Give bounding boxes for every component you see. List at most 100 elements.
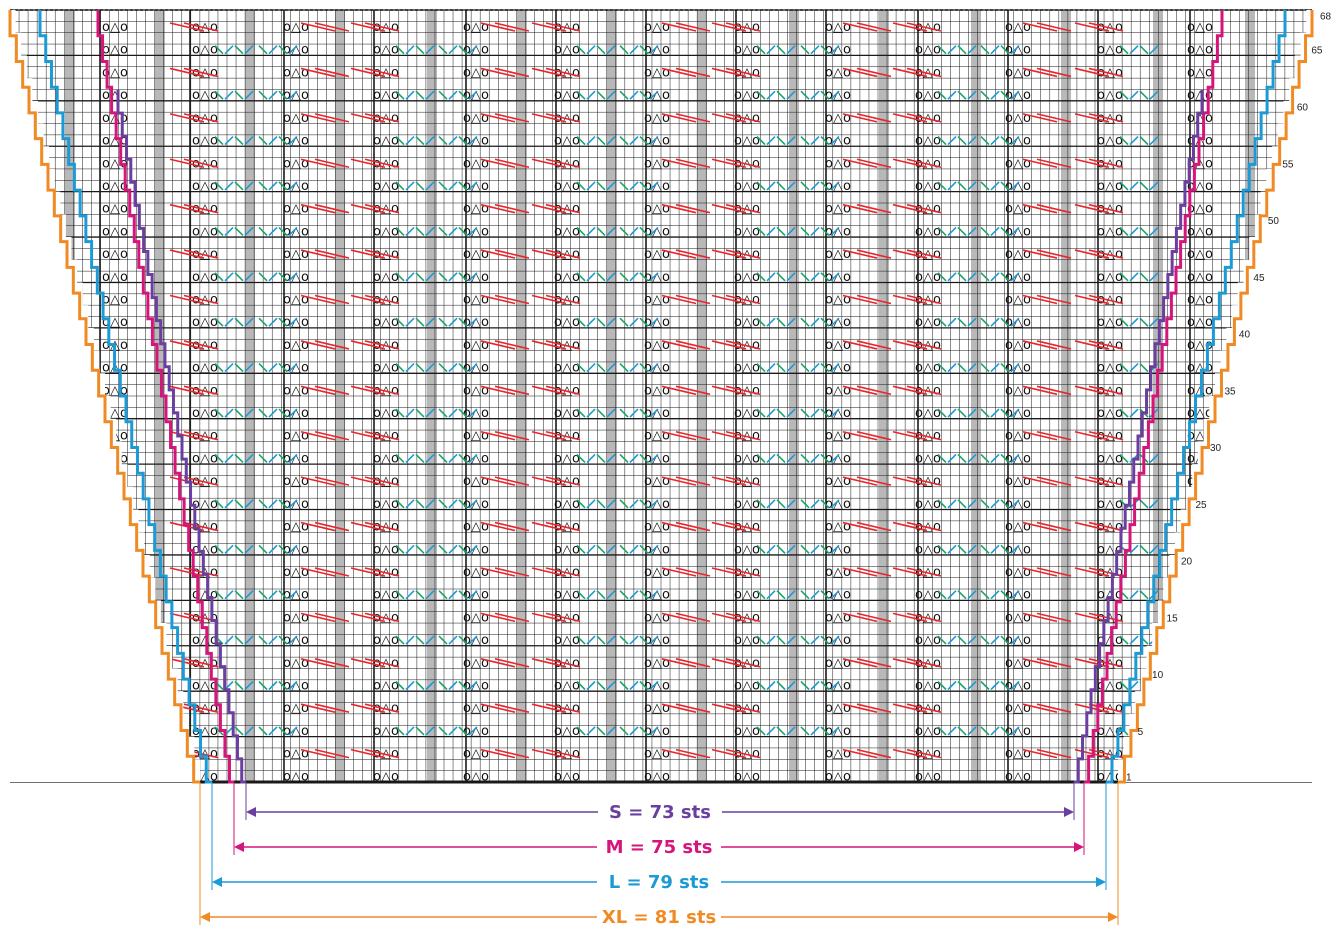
blue-right-slant-mark [288,363,298,373]
red-decrease-mark [350,340,386,350]
red-decrease-mark [300,521,336,532]
lace-motif-yo-dec-yo: o△o [1097,179,1123,194]
blue-right-slant-mark [967,226,977,236]
arrowhead-left-S [246,807,256,817]
green-left-slant-mark [820,680,830,691]
red-decrease-mark [906,567,942,577]
green-left-slant-mark [619,453,629,464]
lace-motif-yo-dec-yo: o△o [825,633,851,648]
blue-right-slant-mark [810,635,820,645]
red-decrease-mark [661,385,697,396]
red-decrease-mark [892,203,928,214]
size-label-S: S = 73 sts [609,802,711,823]
lace-motif-yo-dec-yo: o△o [554,588,580,603]
blue-right-slant-mark [1129,635,1139,645]
green-left-slant-mark [1119,181,1129,191]
red-decrease-mark [906,67,942,78]
green-left-slant-mark [1000,45,1010,55]
lace-motif-yo-dec-yo: o△o [1005,315,1031,330]
blue-right-slant-mark [425,635,435,645]
lace-motif-yo-dec-yo: o△o [463,88,489,103]
green-left-slant-mark [980,408,990,418]
red-decrease-mark [1036,612,1072,623]
lace-motif-yo-dec-yo: o△o [1005,338,1031,353]
lace-motif-yo-dec-yo: o△o [373,542,399,557]
blue-right-slant-mark [990,635,1000,645]
green-left-slant-mark [639,590,649,600]
green-left-slant-mark [800,635,810,645]
blue-right-slant-mark [224,499,234,509]
lace-motif-yo-dec-yo: o△o [192,451,218,466]
green-left-slant-mark [258,317,268,327]
lace-motif-yo-dec-yo: o△o [554,406,580,421]
green-left-slant-mark [458,317,468,327]
lace-motif-yo-dec-yo: o△o [102,293,128,308]
lace-motif-yo-dec-yo: o△o [102,43,128,58]
red-decrease-mark [725,203,761,214]
lace-motif-yo-dec-yo: o△o [463,474,489,489]
blue-right-slant-mark [810,272,820,282]
red-decrease-mark [314,203,350,214]
green-left-slant-mark [619,726,629,736]
blue-right-slant-mark [830,499,840,509]
size-outlines [8,10,1314,784]
green-left-slant-mark [234,680,244,691]
green-left-slant-mark [619,45,629,55]
red-decrease-mark [856,430,892,441]
blue-right-slant-mark [448,272,458,282]
green-left-slant-mark [278,90,288,100]
blue-right-slant-mark [244,317,254,327]
red-decrease-mark [711,612,747,623]
green-left-slant-mark [937,590,947,600]
lace-motif-yo-dec-yo: o△o [1187,247,1213,262]
lace-motif-yo-dec-yo: o△o [825,224,851,239]
red-decrease-mark [725,22,761,32]
lace-motif-yo-dec-yo: o△o [192,179,218,194]
lace-motif-yo-dec-yo: o△o [644,361,670,376]
green-left-slant-mark [1139,590,1149,600]
red-decrease-mark [1022,203,1058,214]
lace-motif-yo-dec-yo: o△o [463,338,489,353]
blue-right-slant-mark [224,135,234,146]
blue-right-slant-mark [1149,453,1159,464]
blue-right-slant-mark [268,590,278,600]
green-left-slant-mark [756,680,766,691]
green-left-slant-mark [214,90,224,100]
green-left-slant-mark [415,181,425,191]
red-decrease-mark [494,67,530,78]
green-left-slant-mark [278,363,288,373]
blue-right-slant-mark [425,90,435,100]
blue-right-slant-mark [425,135,435,146]
red-decrease-mark [892,430,928,441]
blue-right-slant-mark [1010,408,1020,418]
row-number: 35 [1224,386,1236,397]
red-decrease-mark [480,294,516,305]
blue-right-slant-mark [766,726,776,736]
green-left-slant-mark [776,90,786,100]
red-decrease-mark [1088,249,1124,259]
red-decrease-mark [675,158,711,169]
lace-motif-yo-dec-yo: o△o [644,383,670,398]
red-decrease-mark [545,22,581,32]
lace-motif-yo-dec-yo: o△o [283,88,309,103]
green-left-slant-mark [756,317,766,327]
lace-motif-yo-dec-yo: o△o [554,724,580,739]
green-left-slant-mark [800,226,810,236]
green-left-slant-mark [458,453,468,464]
green-left-slant-mark [234,453,244,464]
red-decrease-mark [531,249,567,259]
blue-right-slant-mark [224,680,234,691]
green-left-slant-mark [278,408,288,418]
red-decrease-mark [300,158,336,169]
blue-right-slant-mark [425,317,435,327]
blue-right-slant-mark [830,680,840,691]
red-decrease-mark [545,476,581,486]
green-left-slant-mark [214,408,224,418]
red-decrease-mark [892,476,928,486]
red-decrease-mark [494,340,530,350]
blue-right-slant-mark [947,272,957,282]
blue-right-slant-mark [810,590,820,600]
red-decrease-mark [169,158,205,169]
lace-motif-yo-dec-yo: o△o [373,497,399,512]
row-number: 68 [1320,12,1332,23]
